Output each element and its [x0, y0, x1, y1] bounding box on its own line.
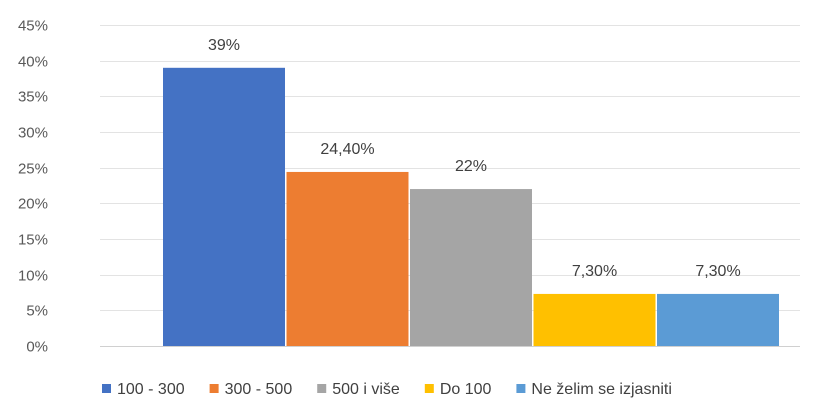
legend-item: 100 - 300: [102, 381, 185, 398]
y-tick-label: 30%: [18, 125, 48, 142]
legend-item: Ne želim se izjasniti: [516, 381, 672, 398]
legend-item: Do 100: [424, 381, 492, 398]
y-tick-label: 25%: [18, 161, 48, 178]
data-label: 39%: [208, 37, 240, 54]
y-tick-label: 5%: [26, 303, 48, 320]
y-tick-label: 35%: [18, 89, 48, 106]
y-tick-label: 45%: [18, 18, 48, 35]
bar: [533, 293, 656, 346]
data-label: 24,40%: [320, 141, 374, 158]
legend-label: 500 i više: [332, 381, 400, 398]
data-label: 7,30%: [695, 263, 740, 280]
data-labels: 39% 24,40% 22% 7,30% 7,30%: [208, 37, 741, 280]
data-label: 22%: [455, 158, 487, 175]
bar: [286, 171, 409, 346]
y-tick-label: 0%: [26, 339, 48, 356]
bar: [657, 293, 779, 346]
bar: [163, 67, 285, 347]
legend-swatch: [317, 384, 327, 393]
legend-item: 500 i više: [317, 381, 400, 398]
y-tick-label: 15%: [18, 232, 48, 249]
bars: [163, 67, 779, 347]
legend-label: Ne želim se izjasniti: [531, 381, 671, 398]
legend-label: 100 - 300: [117, 381, 185, 398]
legend-swatch: [209, 384, 219, 393]
legend: 100 - 300 300 - 500 500 i više Do 100 Ne žel…: [102, 381, 672, 398]
legend-swatch: [102, 384, 111, 393]
legend-swatch: [424, 384, 434, 393]
legend-label: 300 - 500: [225, 381, 293, 398]
y-axis: 0% 5% 10% 15% 20% 25% 30% 35% 40% 45%: [18, 18, 48, 356]
legend-swatch: [516, 384, 526, 393]
bar: [410, 189, 532, 346]
data-label: 7,30%: [572, 263, 617, 280]
y-tick-label: 10%: [18, 268, 48, 285]
legend-item: 300 - 500: [209, 381, 293, 398]
y-tick-label: 40%: [18, 54, 48, 71]
legend-label: Do 100: [440, 381, 492, 398]
y-tick-label: 20%: [18, 196, 48, 213]
